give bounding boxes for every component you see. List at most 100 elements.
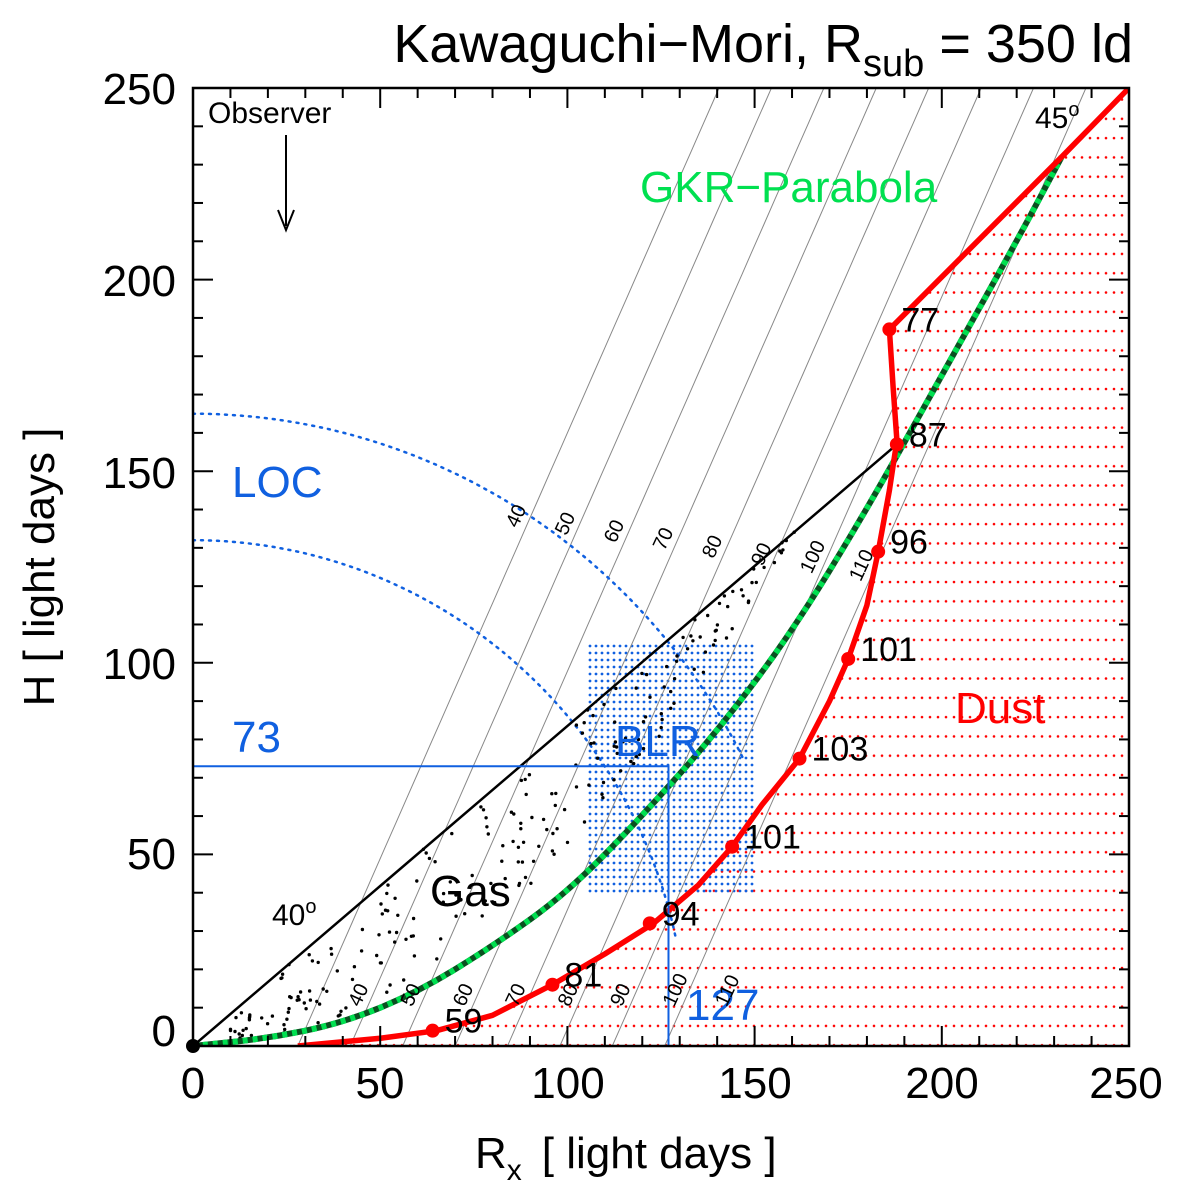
gas-dot [385, 891, 389, 896]
isodelay-label: 100 [796, 537, 830, 577]
observer-label: Observer [208, 97, 331, 130]
gas-dot [634, 686, 638, 690]
gas-dot [724, 636, 729, 640]
gas-dot [282, 1022, 286, 1027]
gas-dot [601, 780, 606, 785]
gas-dot [247, 1018, 252, 1022]
x-axis-label: Rx [ light days ] [475, 1129, 777, 1187]
gas-dot [529, 881, 533, 885]
gas-dot [350, 977, 355, 982]
h-value-label: 73 [232, 713, 281, 762]
gas-dot [689, 634, 693, 638]
dust-marker [889, 437, 904, 452]
gas-dot [681, 635, 685, 640]
gas-dot [523, 875, 528, 880]
x-tick-label: 200 [905, 1059, 978, 1108]
gas-dot [713, 629, 717, 633]
gas-dot [450, 831, 454, 836]
gas-dot [516, 845, 521, 849]
gas-dot [240, 1033, 244, 1038]
angle-40-degree: o [305, 896, 316, 918]
gas-dot [641, 720, 646, 724]
gas-dot [555, 827, 559, 831]
gas-dot [636, 737, 641, 742]
gas-dot [537, 844, 541, 848]
gas-dot [552, 852, 556, 856]
dust-marker [725, 839, 740, 854]
gas-dot [454, 893, 458, 897]
gas-dot [726, 604, 730, 609]
gas-dot [717, 601, 722, 606]
gas-dot [500, 859, 504, 863]
dust-marker [545, 977, 560, 992]
dust-marker-label: 77 [901, 301, 939, 339]
gas-dot [454, 914, 458, 918]
gas-dot [762, 565, 766, 570]
gas-dot [279, 976, 283, 981]
dust-marker [841, 651, 856, 666]
gas-dot [480, 914, 484, 918]
dust-marker-label: 59 [445, 1003, 483, 1041]
gas-dot [612, 744, 616, 748]
gas-dot [640, 671, 644, 676]
gas-dot [396, 913, 400, 917]
gas-dot [524, 792, 528, 797]
gas-dot [435, 957, 439, 961]
gas-dot [553, 803, 557, 808]
gas-dot [660, 717, 664, 722]
dust-marker [882, 322, 897, 337]
gas-dot [715, 623, 720, 627]
gas-dot [613, 720, 617, 724]
gas-dot [441, 900, 445, 904]
gas-dot [286, 1010, 290, 1014]
chart-title-main: Kawaguchi−Mori, R [393, 14, 863, 74]
blr-label: BLR [615, 717, 701, 766]
gas-dot [669, 689, 673, 694]
gas-dot [379, 902, 383, 906]
gas-dot [619, 769, 623, 773]
gas-dot [404, 937, 408, 941]
gas-dot [659, 712, 663, 716]
gas-dot [754, 580, 758, 585]
gas-dot [648, 695, 652, 699]
gas-dot [380, 912, 384, 916]
gas-dot [439, 937, 443, 941]
gas-dot [344, 1006, 348, 1010]
gas-dot [675, 654, 679, 658]
gas-dot [412, 954, 417, 958]
y-tick-label: 50 [127, 830, 176, 879]
gas-dot [393, 896, 397, 900]
dust-marker-label: 81 [564, 957, 602, 995]
gas-dot [634, 754, 639, 759]
gas-dot [706, 613, 710, 618]
gas-dot [359, 949, 364, 953]
gas-dot [591, 713, 595, 718]
x-axis-label-main: R [475, 1129, 507, 1178]
x-tick-labels: 0 50 100 150 200 250 [181, 1059, 1163, 1108]
isodelay-curve [349, 88, 772, 1046]
gas-dot [612, 778, 616, 782]
gas-dot [339, 1009, 343, 1013]
gas-dot [551, 831, 555, 836]
gas-dot [623, 736, 628, 741]
angle-40-value: 40 [272, 899, 305, 932]
isodelay-curve [559, 88, 982, 1046]
dust-marker-label: 96 [890, 524, 928, 562]
angle-40-label: 40o [272, 896, 317, 932]
gas-dot [580, 731, 585, 735]
gas-dot [280, 972, 285, 976]
gas-dot [574, 723, 579, 727]
gas-dot [493, 900, 497, 905]
gas-dot [386, 909, 390, 913]
gas-dot [308, 998, 313, 1002]
x-axis-label-sub: x [507, 1154, 522, 1187]
gas-dot [692, 667, 696, 671]
gas-dot [489, 881, 493, 886]
isodelay-curve [611, 88, 1035, 1046]
gas-dot [629, 759, 633, 764]
gas-dot [479, 805, 483, 809]
gas-dot [402, 978, 406, 982]
gas-dot [386, 883, 390, 887]
plot-area [193, 88, 1129, 1046]
